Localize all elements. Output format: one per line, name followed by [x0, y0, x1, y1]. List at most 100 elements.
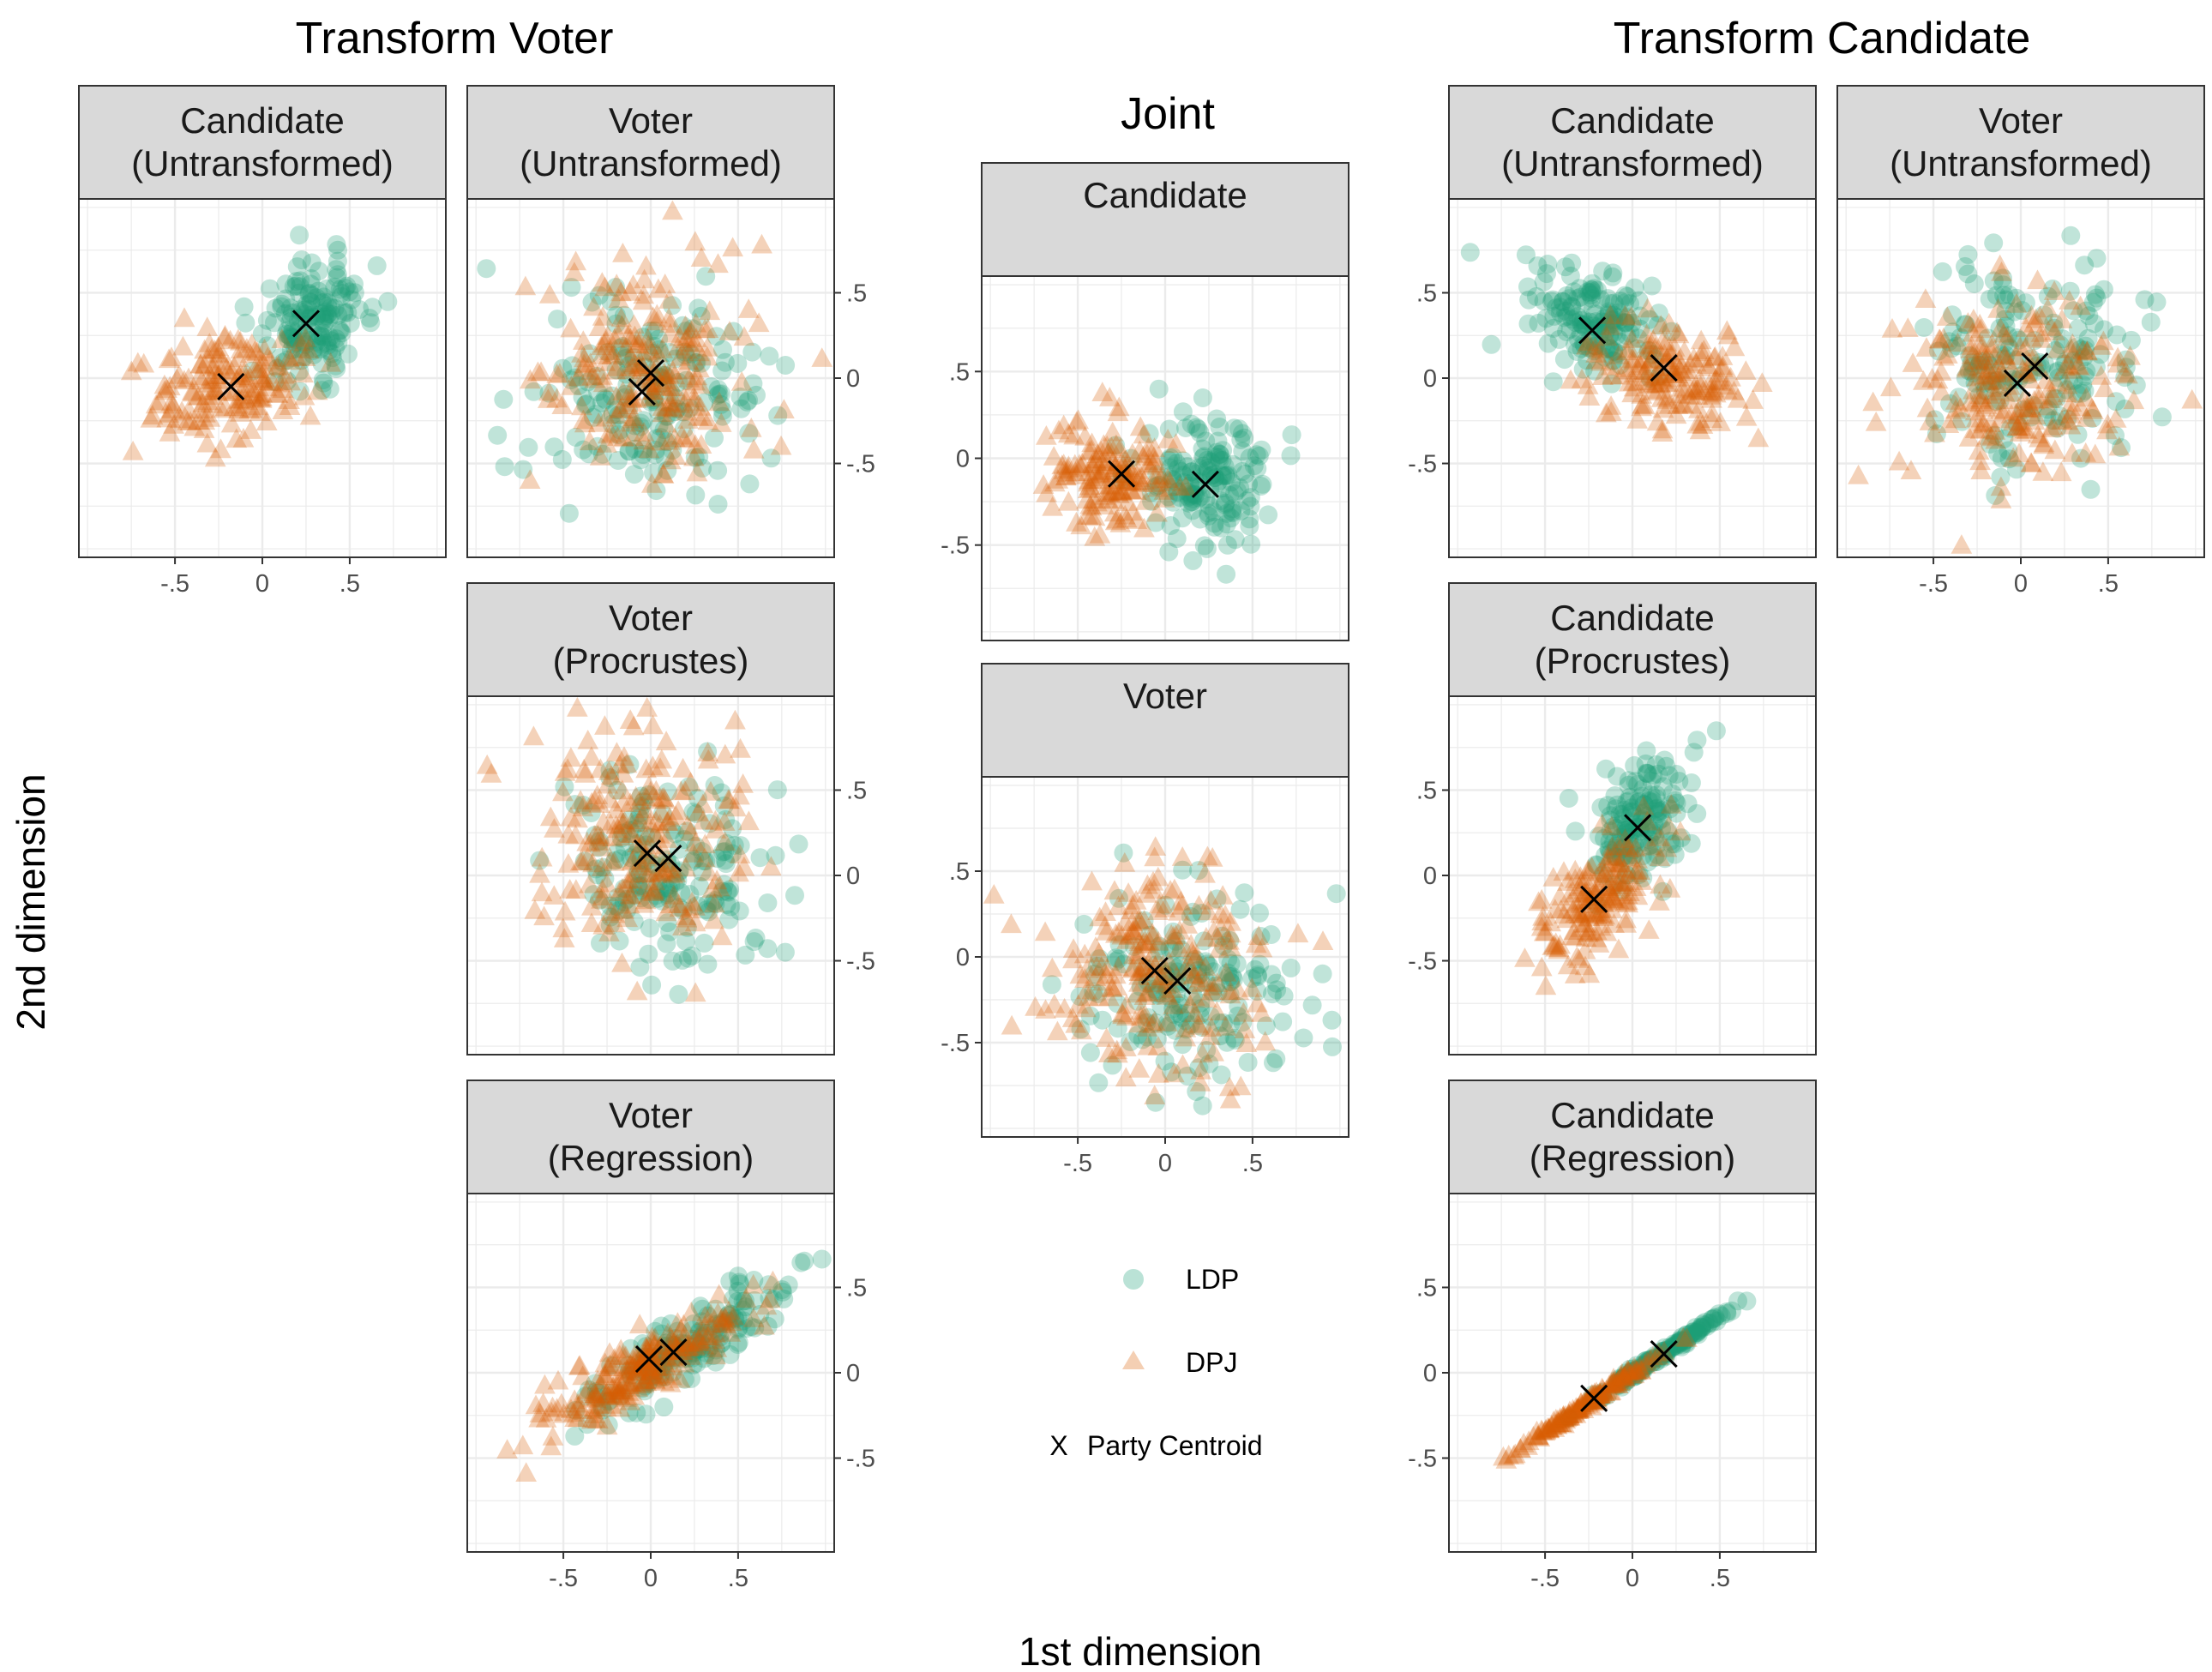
- dpj-point: [1122, 957, 1145, 977]
- ldp-point: [1158, 1017, 1177, 1036]
- ldp-point: [1222, 472, 1241, 492]
- dpj-point: [630, 852, 652, 873]
- dpj-point: [634, 1368, 657, 1389]
- ldp-point: [1131, 977, 1151, 996]
- dpj-point: [1970, 460, 1993, 479]
- dpj-point: [622, 869, 643, 889]
- ldp-point: [589, 838, 608, 857]
- ldp-point: [739, 424, 759, 443]
- dpj-point: [1096, 1027, 1117, 1047]
- dpj-point: [1083, 489, 1104, 509]
- y-tick-label: .5: [846, 777, 867, 804]
- dpj-point: [1493, 1446, 1514, 1466]
- dpj-point: [683, 446, 705, 466]
- ldp-point: [582, 292, 602, 312]
- ldp-point: [327, 358, 346, 378]
- ldp-point: [306, 307, 326, 327]
- dpj-point: [594, 1352, 616, 1373]
- dpj-point: [1915, 337, 1938, 357]
- dpj-point: [1643, 329, 1664, 350]
- ldp-point: [1616, 823, 1636, 843]
- ldp-point: [730, 836, 750, 856]
- dpj-point: [1135, 883, 1157, 903]
- ldp-point: [1194, 456, 1214, 476]
- ldp-point: [1566, 821, 1585, 841]
- dpj-point: [623, 1385, 646, 1405]
- dpj-point: [1602, 1371, 1625, 1392]
- dpj-point: [1070, 456, 1092, 477]
- dpj-point: [1545, 936, 1566, 957]
- ldp-point: [2046, 340, 2065, 360]
- dpj-point: [2094, 377, 2116, 398]
- dpj-point: [1629, 352, 1650, 373]
- dpj-point: [254, 338, 275, 358]
- dpj-point: [605, 1377, 627, 1398]
- dpj-point: [1596, 402, 1617, 423]
- ldp-point: [296, 334, 316, 354]
- ldp-point: [299, 284, 319, 304]
- strip-label-tv_voter_untransformed-0: Voter: [609, 100, 693, 141]
- ldp-point: [728, 1291, 748, 1311]
- ldp-point: [1939, 332, 1959, 352]
- ldp-point: [603, 405, 622, 424]
- ldp-point: [718, 1311, 738, 1331]
- dpj-point: [680, 381, 701, 400]
- dpj-point: [294, 346, 316, 366]
- dpj-point: [1125, 890, 1147, 910]
- dpj-point: [759, 1288, 781, 1308]
- dpj-point: [621, 823, 643, 843]
- dpj-point: [122, 440, 144, 460]
- dpj-point: [1157, 468, 1179, 488]
- strip-tv_voter_untransformed: [466, 85, 835, 200]
- dpj-point: [685, 312, 706, 333]
- ldp-point: [312, 293, 332, 313]
- dpj-point: [1975, 348, 1997, 369]
- dpj-point: [1926, 369, 1949, 389]
- ldp-point: [1108, 1019, 1127, 1038]
- dpj-point: [540, 1401, 562, 1422]
- dpj-point: [247, 395, 269, 416]
- ldp-point: [1147, 465, 1167, 484]
- centroid-dpj-tv_voter_untransformed: [636, 358, 665, 388]
- dpj-point: [1201, 847, 1223, 867]
- dpj-point: [1985, 359, 2007, 380]
- ldp-point: [292, 351, 311, 370]
- ldp-point: [1638, 340, 1658, 360]
- ldp-point: [1632, 1357, 1652, 1377]
- ldp-point: [630, 958, 650, 977]
- dpj-point: [622, 863, 645, 883]
- ldp-point: [1173, 402, 1193, 422]
- dpj-point: [1650, 366, 1672, 386]
- dpj-point: [1593, 893, 1615, 912]
- dpj-point: [1969, 350, 1991, 370]
- dpj-point: [2039, 378, 2060, 398]
- ldp-point: [723, 1290, 742, 1309]
- ldp-point: [1160, 939, 1180, 959]
- panel-tv_candidate_untransformed: Candidate(Untransformed)-.5 0.5: [78, 85, 447, 598]
- dpj-point: [1598, 845, 1620, 866]
- ldp-point: [2086, 358, 2106, 377]
- ldp-point: [1208, 983, 1228, 1002]
- dpj-point: [1053, 414, 1075, 435]
- dpj-point: [535, 1408, 557, 1428]
- ldp-point: [658, 432, 677, 452]
- ldp-point: [692, 1312, 712, 1332]
- dpj-point: [1235, 1032, 1258, 1052]
- ldp-point: [2043, 280, 2063, 298]
- ldp-point: [325, 277, 345, 297]
- dpj-point: [611, 877, 634, 898]
- dpj-point: [1968, 440, 1990, 460]
- ldp-point: [2053, 329, 2072, 349]
- dpj-point: [1584, 1384, 1605, 1404]
- dpj-point: [145, 394, 167, 414]
- dpj-point: [631, 1374, 653, 1394]
- ldp-point: [1138, 974, 1157, 994]
- dpj-point: [1993, 363, 2014, 383]
- dpj-point: [1688, 398, 1710, 418]
- dpj-point: [1666, 367, 1688, 388]
- dpj-point: [1564, 859, 1586, 880]
- dpj-point: [1972, 341, 1994, 362]
- dpj-point: [244, 340, 266, 360]
- ldp-point: [1162, 1062, 1181, 1082]
- ldp-point: [614, 305, 634, 325]
